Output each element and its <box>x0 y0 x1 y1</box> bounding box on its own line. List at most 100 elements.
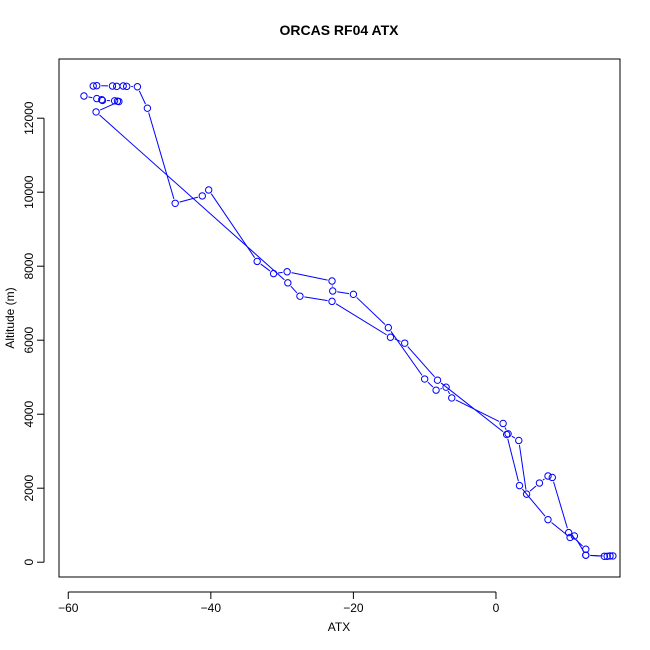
data-point <box>93 81 101 90</box>
data-point <box>386 333 395 341</box>
series-segment <box>277 271 283 274</box>
y-tick-label: 10000 <box>22 175 36 209</box>
data-point <box>548 473 556 482</box>
data-point <box>448 394 456 402</box>
data-point <box>113 82 121 91</box>
data-point <box>119 82 127 90</box>
data-point <box>522 490 531 498</box>
data-point <box>603 552 611 560</box>
series-segment <box>99 102 115 111</box>
data-point <box>606 552 614 560</box>
data-point <box>98 96 106 104</box>
series-segment <box>337 291 350 295</box>
data-point <box>328 277 336 285</box>
data-point <box>515 436 523 445</box>
data-point <box>283 268 291 276</box>
data-point <box>566 533 574 542</box>
y-tick-label: 0 <box>22 559 36 566</box>
x-axis-label: ATX <box>328 620 350 634</box>
data-point <box>499 419 507 428</box>
data-point <box>171 199 179 208</box>
data-point <box>420 375 429 383</box>
data-point <box>515 481 524 490</box>
y-axis: 0 2000 4000 6000 8000 10000 12000 <box>22 101 45 566</box>
y-tick-label: 8000 <box>22 253 36 280</box>
series-segment <box>99 114 285 281</box>
y-tick-label: 6000 <box>22 327 36 354</box>
data-point <box>198 192 206 200</box>
series-segment <box>447 390 451 395</box>
y-tick-label: 4000 <box>22 401 36 428</box>
data-point <box>108 82 117 90</box>
series-segment <box>542 478 545 481</box>
y-tick-label: 12000 <box>22 101 36 135</box>
data-point <box>284 279 292 287</box>
series-segment <box>304 296 328 302</box>
series-segment <box>576 539 584 552</box>
x-tick-label: 0 <box>493 601 500 615</box>
data-point <box>92 108 100 116</box>
data-point <box>80 92 88 100</box>
data-point <box>253 257 261 266</box>
series-segment <box>407 346 435 378</box>
series-segment <box>356 297 386 325</box>
series-segment <box>440 382 504 433</box>
data-point <box>535 479 544 487</box>
data-point <box>133 83 142 91</box>
series-segment <box>455 399 500 422</box>
series-segment <box>148 112 175 200</box>
plot-frame <box>58 58 621 578</box>
x-tick-label: −60 <box>58 601 79 615</box>
series-segment <box>427 381 434 388</box>
x-tick-label: −20 <box>343 601 364 615</box>
y-tick-label: 2000 <box>22 475 36 502</box>
data-point <box>544 472 552 480</box>
data-point <box>544 515 552 524</box>
data-point <box>582 551 590 559</box>
data-point <box>123 82 131 91</box>
series-segment <box>390 331 423 376</box>
data-point <box>204 186 213 194</box>
data-point <box>143 104 152 112</box>
data-point <box>349 290 358 299</box>
data-point <box>89 82 97 90</box>
series-segment <box>504 427 507 430</box>
series-segment <box>138 90 146 105</box>
data-point <box>502 430 511 439</box>
series-segment <box>291 272 328 281</box>
x-tick-label: −40 <box>201 601 222 615</box>
data-point <box>328 297 336 306</box>
series-segment <box>88 96 93 99</box>
series-segment <box>521 488 546 517</box>
data-point <box>384 323 393 332</box>
data-point <box>433 376 442 384</box>
series <box>80 92 611 560</box>
series-segment <box>260 263 271 272</box>
series-segment <box>511 435 516 439</box>
series-segment <box>553 481 568 529</box>
series <box>89 81 617 560</box>
series-segment <box>335 303 387 336</box>
data-point <box>442 383 450 391</box>
data-point <box>570 532 579 540</box>
data-point <box>432 386 440 394</box>
data-point <box>269 269 278 278</box>
series-segment <box>290 285 298 294</box>
series-segment <box>551 522 567 535</box>
series-segment <box>518 444 527 490</box>
data-point <box>401 339 409 347</box>
series-segment <box>507 438 519 482</box>
chart-title: ORCAS RF04 ATX <box>279 22 399 38</box>
series-segment <box>394 338 401 342</box>
x-axis: −60 −40 −20 0 <box>58 591 500 615</box>
data-point <box>115 97 123 106</box>
series-segment <box>529 485 537 492</box>
data-point <box>98 96 107 105</box>
data-point <box>609 552 617 560</box>
y-axis-label: Altitude (m) <box>3 287 17 348</box>
series-segment <box>179 196 199 203</box>
series-segment <box>590 554 603 557</box>
data-point <box>296 292 304 300</box>
data-point <box>110 97 119 105</box>
